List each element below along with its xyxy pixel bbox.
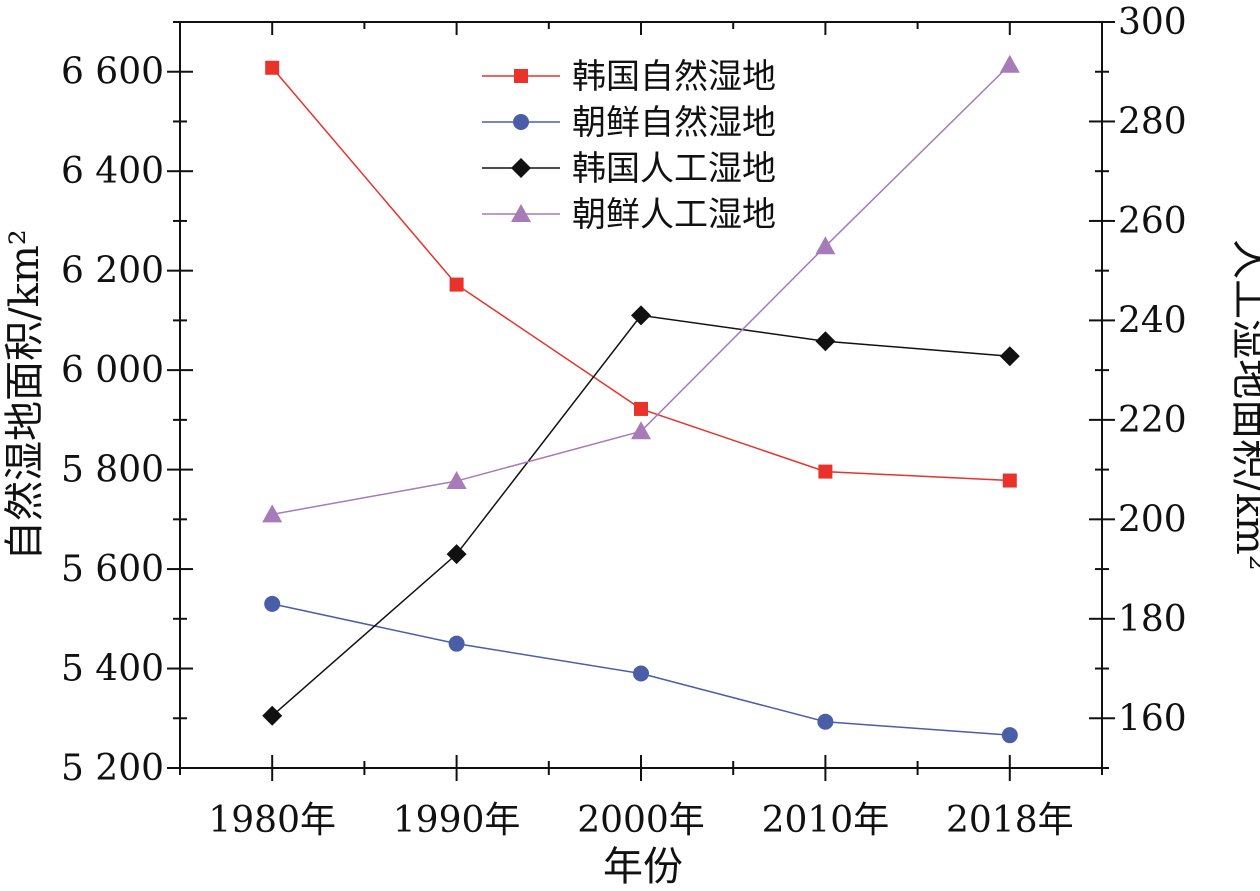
data-point-square [634,401,648,416]
series-square [265,60,1017,488]
legend-label: 朝鲜自然湿地 [572,103,776,143]
data-point-square [1002,473,1017,488]
series-layer [262,54,1020,744]
x-tick-label: 2010年 [762,800,890,841]
legend-item: 韩国自然湿地 [482,57,776,97]
data-point-diamond [262,705,283,726]
y-tick-label: 6 600 [61,52,164,93]
data-point-triangle [999,54,1020,73]
data-point-circle [1001,727,1018,744]
data-point-triangle [446,471,467,490]
y-tick-label: 5 600 [61,549,164,590]
x-tick-label: 2000年 [577,800,705,841]
data-point-diamond [815,331,836,352]
y-axis-title: 自然湿地面积/km² [2,229,48,561]
data-point-square [449,277,464,292]
y2-tick-label: 220 [1118,400,1187,441]
y2-tick-label: 160 [1118,698,1187,739]
y2-tick-label: 200 [1118,499,1187,540]
legend-label: 韩国人工湿地 [572,149,776,189]
y-tick-label: 5 400 [61,649,164,690]
legend-marker-triangle [511,204,531,222]
legend-label: 朝鲜人工湿地 [572,195,776,235]
y2-tick-label: 180 [1118,599,1187,640]
data-point-triangle [815,236,836,255]
y-tick-label: 5 800 [61,450,164,491]
y2-axis-title: 人工湿地面积/km² [1227,239,1260,571]
x-tick-label: 1990年 [393,800,521,841]
series-diamond [262,305,1020,726]
legend-label: 韩国自然湿地 [572,57,776,97]
legend-item: 朝鲜自然湿地 [482,103,776,143]
y-tick-label: 5 200 [61,748,164,789]
legend-item: 韩国人工湿地 [482,149,776,189]
series-circle [264,595,1018,744]
axis-ticks: 5 200 5 400 5 600 5 800 6 000 6 200 6 400 6 600… [61,2,1187,841]
data-point-circle [448,635,465,652]
y-tick-label: 6 000 [61,350,164,391]
x-tick-label: 1980年 [208,800,336,841]
data-point-circle [633,665,649,682]
data-point-circle [817,713,834,730]
data-point-circle [264,595,281,612]
legend-item: 朝鲜人工湿地 [482,195,776,235]
data-point-diamond [446,544,467,565]
series-line [271,314,1010,717]
legend-marker-diamond [511,158,531,178]
series-triangle [262,54,1020,523]
legend-marker-square [514,69,528,83]
x-axis-title: 年份 [603,844,683,890]
data-point-diamond [631,305,651,326]
y2-tick-label: 280 [1118,101,1187,142]
y2-tick-label: 240 [1118,300,1187,341]
y2-tick-label: 260 [1118,201,1187,242]
data-point-square [818,464,833,479]
data-point-square [265,60,280,75]
data-point-diamond [999,346,1020,367]
y-tick-label: 6 200 [61,251,164,292]
data-point-triangle [262,504,283,523]
legend-marker-circle [513,114,529,130]
data-point-triangle [631,421,651,440]
y2-tick-label: 300 [1118,2,1187,43]
x-tick-label: 2018年 [946,800,1074,841]
y-tick-label: 6 400 [61,151,164,192]
